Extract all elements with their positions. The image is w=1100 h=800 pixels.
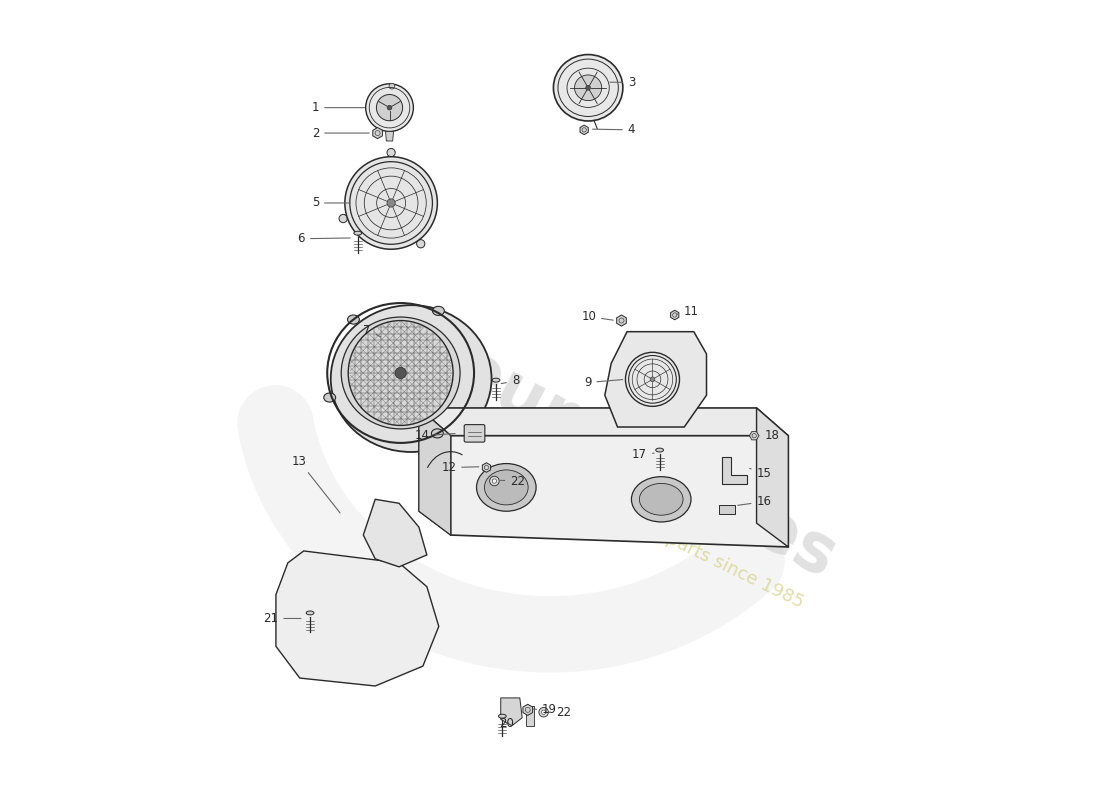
Text: 8: 8	[502, 374, 519, 387]
Ellipse shape	[639, 483, 683, 515]
Polygon shape	[373, 127, 383, 138]
Polygon shape	[757, 408, 789, 547]
Polygon shape	[722, 457, 747, 484]
Circle shape	[344, 157, 438, 250]
Text: 22: 22	[500, 474, 526, 487]
Ellipse shape	[476, 463, 536, 511]
Ellipse shape	[354, 231, 362, 235]
Polygon shape	[526, 706, 535, 726]
Text: 19: 19	[532, 703, 557, 716]
Text: eurospares: eurospares	[443, 335, 847, 592]
Text: 16: 16	[738, 495, 771, 508]
Polygon shape	[419, 408, 451, 535]
Circle shape	[376, 94, 403, 121]
Text: a passion for motor parts since 1985: a passion for motor parts since 1985	[500, 450, 806, 612]
Polygon shape	[671, 310, 679, 320]
Ellipse shape	[484, 470, 528, 505]
Polygon shape	[580, 125, 588, 134]
Text: 7: 7	[363, 323, 381, 337]
Polygon shape	[276, 551, 439, 686]
Text: 2: 2	[311, 126, 370, 139]
Text: 3: 3	[610, 76, 635, 89]
Polygon shape	[363, 499, 427, 567]
Text: 20: 20	[499, 717, 515, 730]
Polygon shape	[386, 131, 394, 141]
Ellipse shape	[553, 54, 623, 121]
Circle shape	[539, 707, 549, 717]
Text: 17: 17	[631, 447, 654, 461]
Text: 1: 1	[311, 101, 364, 114]
Polygon shape	[617, 315, 626, 326]
Text: 14: 14	[415, 430, 455, 442]
Polygon shape	[419, 408, 789, 436]
Circle shape	[585, 86, 591, 90]
Circle shape	[490, 476, 499, 486]
Ellipse shape	[348, 315, 360, 324]
Text: 9: 9	[584, 376, 623, 389]
Polygon shape	[500, 698, 522, 726]
Text: 21: 21	[263, 612, 301, 625]
Ellipse shape	[498, 714, 506, 718]
FancyBboxPatch shape	[719, 505, 735, 514]
Text: 5: 5	[311, 197, 350, 210]
Ellipse shape	[323, 393, 336, 402]
Polygon shape	[605, 332, 706, 427]
Text: 6: 6	[297, 232, 350, 246]
Ellipse shape	[492, 378, 499, 382]
Circle shape	[541, 710, 546, 714]
Circle shape	[389, 83, 395, 89]
FancyBboxPatch shape	[464, 425, 485, 442]
Text: 11: 11	[678, 305, 698, 318]
Circle shape	[395, 367, 406, 378]
Circle shape	[365, 84, 414, 131]
Circle shape	[417, 240, 425, 248]
Ellipse shape	[306, 611, 313, 615]
Ellipse shape	[331, 305, 492, 452]
Text: 10: 10	[581, 310, 613, 323]
Circle shape	[492, 479, 496, 483]
Circle shape	[387, 106, 392, 110]
Polygon shape	[522, 704, 532, 715]
Circle shape	[339, 214, 348, 222]
Polygon shape	[749, 432, 759, 440]
Text: 4: 4	[593, 123, 636, 136]
Ellipse shape	[631, 477, 691, 522]
Text: 18: 18	[759, 430, 780, 442]
Polygon shape	[482, 462, 491, 472]
Ellipse shape	[341, 317, 460, 429]
Text: 12: 12	[441, 461, 478, 474]
Polygon shape	[419, 408, 451, 535]
Text: 13: 13	[292, 454, 340, 513]
Ellipse shape	[574, 75, 602, 101]
Ellipse shape	[656, 448, 663, 452]
Circle shape	[650, 377, 654, 382]
Ellipse shape	[431, 429, 443, 438]
Text: 15: 15	[750, 466, 771, 479]
Text: 22: 22	[549, 706, 571, 718]
Ellipse shape	[432, 306, 444, 315]
Circle shape	[387, 149, 395, 157]
Circle shape	[387, 199, 395, 207]
Polygon shape	[451, 436, 789, 547]
